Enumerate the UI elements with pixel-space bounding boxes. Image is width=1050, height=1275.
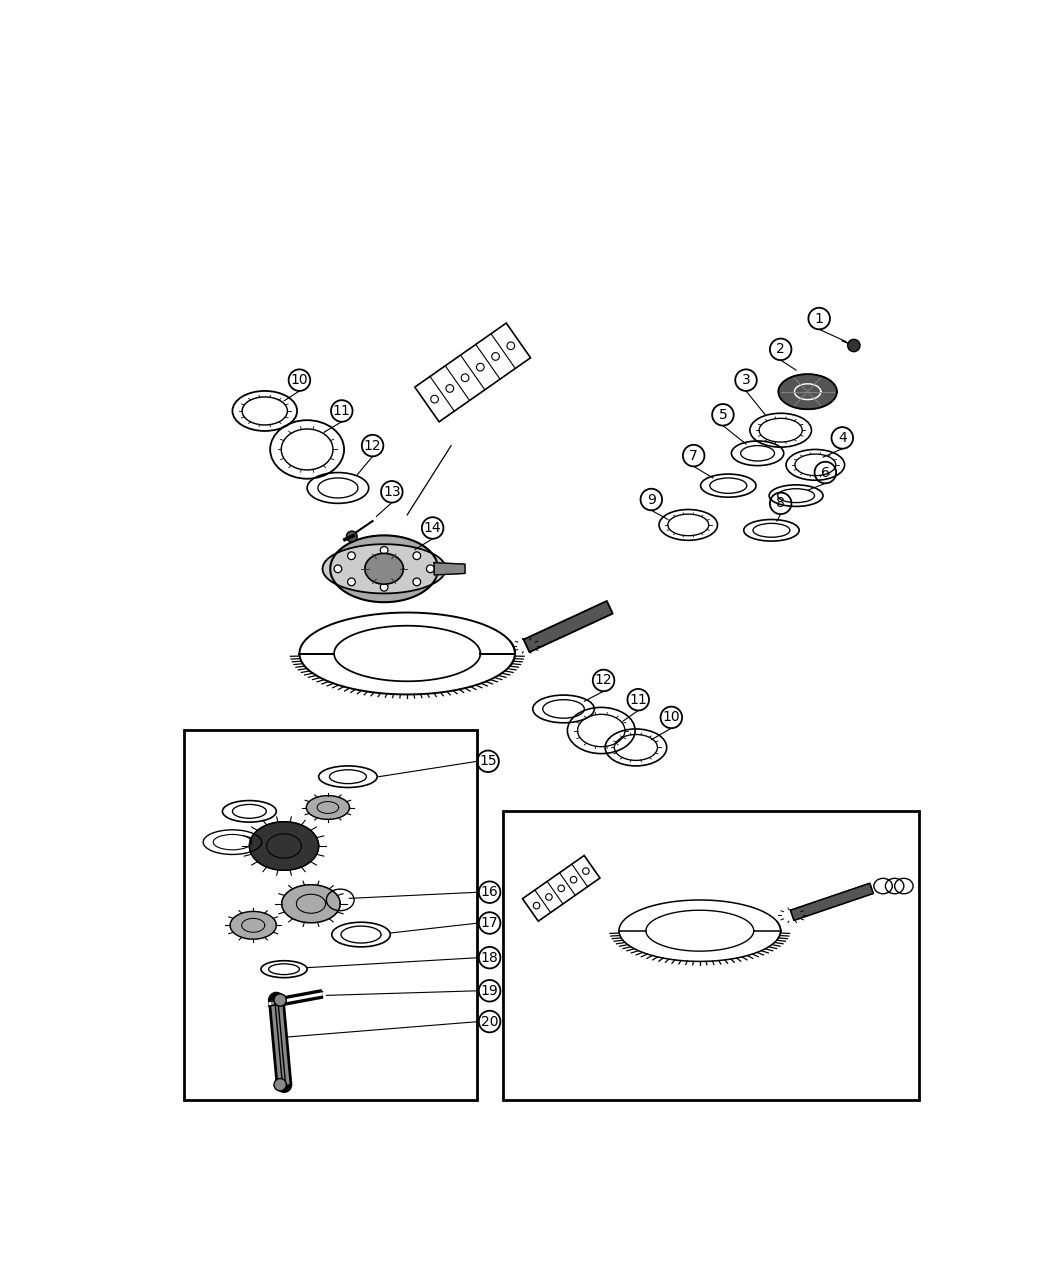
Circle shape bbox=[413, 578, 421, 585]
Text: 4: 4 bbox=[838, 431, 846, 445]
Circle shape bbox=[348, 552, 355, 560]
Text: 7: 7 bbox=[689, 449, 698, 463]
Polygon shape bbox=[365, 553, 403, 584]
Polygon shape bbox=[307, 796, 350, 820]
Polygon shape bbox=[230, 912, 276, 940]
Text: 10: 10 bbox=[291, 374, 309, 388]
Polygon shape bbox=[415, 323, 530, 422]
Text: 6: 6 bbox=[821, 465, 830, 479]
Text: 3: 3 bbox=[741, 374, 751, 388]
Polygon shape bbox=[791, 884, 874, 921]
Text: 2: 2 bbox=[776, 343, 785, 356]
Text: 12: 12 bbox=[594, 673, 612, 687]
Polygon shape bbox=[250, 822, 319, 871]
Polygon shape bbox=[435, 562, 465, 575]
Polygon shape bbox=[331, 536, 438, 602]
Polygon shape bbox=[322, 544, 446, 593]
Circle shape bbox=[380, 584, 388, 592]
Circle shape bbox=[334, 565, 342, 572]
Text: 16: 16 bbox=[481, 885, 499, 899]
Text: 17: 17 bbox=[481, 915, 499, 929]
Circle shape bbox=[274, 993, 287, 1006]
Text: 5: 5 bbox=[718, 408, 728, 422]
Circle shape bbox=[274, 1079, 287, 1091]
Text: 8: 8 bbox=[776, 496, 785, 510]
Text: 9: 9 bbox=[647, 492, 656, 506]
Circle shape bbox=[346, 532, 357, 542]
Circle shape bbox=[426, 565, 435, 572]
Polygon shape bbox=[524, 601, 612, 652]
Text: 14: 14 bbox=[424, 521, 441, 536]
Text: 1: 1 bbox=[815, 311, 823, 325]
Text: 11: 11 bbox=[333, 404, 351, 418]
Circle shape bbox=[413, 552, 421, 560]
Text: 20: 20 bbox=[481, 1015, 499, 1029]
Text: 10: 10 bbox=[663, 710, 680, 724]
Bar bbox=[504, 811, 920, 1100]
Text: 19: 19 bbox=[481, 984, 499, 998]
Text: 12: 12 bbox=[363, 439, 381, 453]
Text: 13: 13 bbox=[383, 484, 401, 499]
Circle shape bbox=[380, 547, 388, 555]
Text: 18: 18 bbox=[481, 951, 499, 965]
Polygon shape bbox=[523, 856, 600, 922]
Polygon shape bbox=[778, 374, 837, 409]
Polygon shape bbox=[281, 885, 340, 923]
Text: 15: 15 bbox=[479, 755, 497, 769]
Text: 11: 11 bbox=[629, 692, 647, 706]
Circle shape bbox=[348, 578, 355, 585]
Circle shape bbox=[847, 339, 860, 352]
Bar bbox=[184, 731, 477, 1100]
